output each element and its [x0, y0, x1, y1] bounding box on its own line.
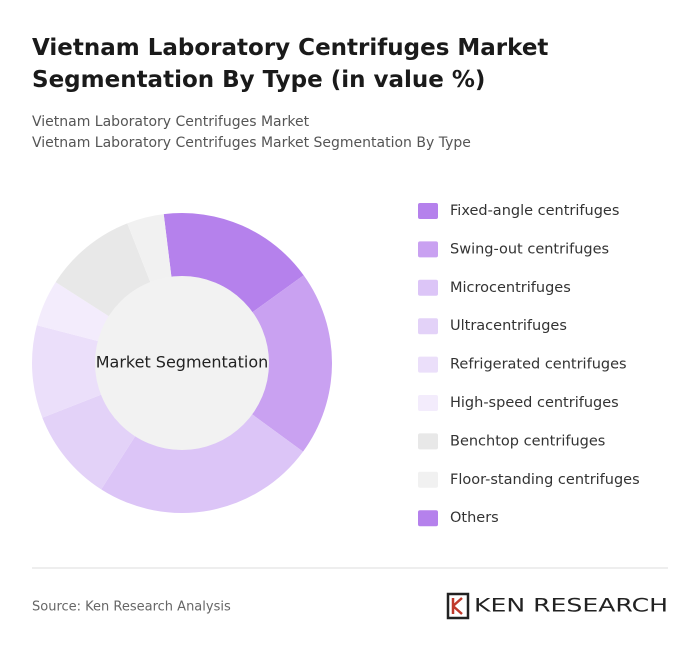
- donut-hole: [95, 276, 269, 450]
- legend-label: Refrigerated centrifuges: [450, 357, 627, 373]
- brand-logo: KEN RESEARCH: [446, 592, 668, 620]
- legend-label: High-speed centrifuges: [450, 395, 619, 411]
- legend-label: Swing-out centrifuges: [450, 241, 609, 257]
- legend-swatch: [418, 433, 438, 450]
- logo-icon: [446, 592, 470, 620]
- brand-name: KEN RESEARCH: [474, 595, 668, 617]
- legend-label: Benchtop centrifuges: [450, 433, 605, 449]
- logo-k: [451, 597, 463, 615]
- legend-swatch: [418, 279, 438, 296]
- center-label: Market Segmentation: [96, 353, 269, 372]
- legend-swatch: [418, 395, 438, 411]
- source: Source: Ken Research Analysis: [32, 600, 231, 615]
- legend: Fixed-angle centrifuges Swing-out centrif…: [418, 203, 640, 527]
- chart-title: Vietnam Laboratory Centrifuges Market Seg…: [32, 35, 548, 93]
- legend-label: Microcentrifuges: [450, 280, 571, 296]
- legend-swatch: [418, 471, 438, 488]
- legend-label: Floor-standing centrifuges: [450, 472, 640, 488]
- legend-swatch: [418, 203, 438, 219]
- subtitle: Vietnam Laboratory Centrifuges Market Se…: [32, 135, 471, 151]
- legend-swatch: [418, 510, 438, 527]
- legend-label: Others: [450, 510, 499, 526]
- legend-swatch: [418, 241, 438, 258]
- legend-label: Ultracentrifuges: [450, 318, 567, 334]
- subtitle: Vietnam Laboratory Centrifuges Market: [32, 114, 310, 130]
- legend-label: Fixed-angle centrifuges: [450, 203, 619, 219]
- legend-swatch: [418, 318, 438, 335]
- legend-swatch: [418, 356, 438, 373]
